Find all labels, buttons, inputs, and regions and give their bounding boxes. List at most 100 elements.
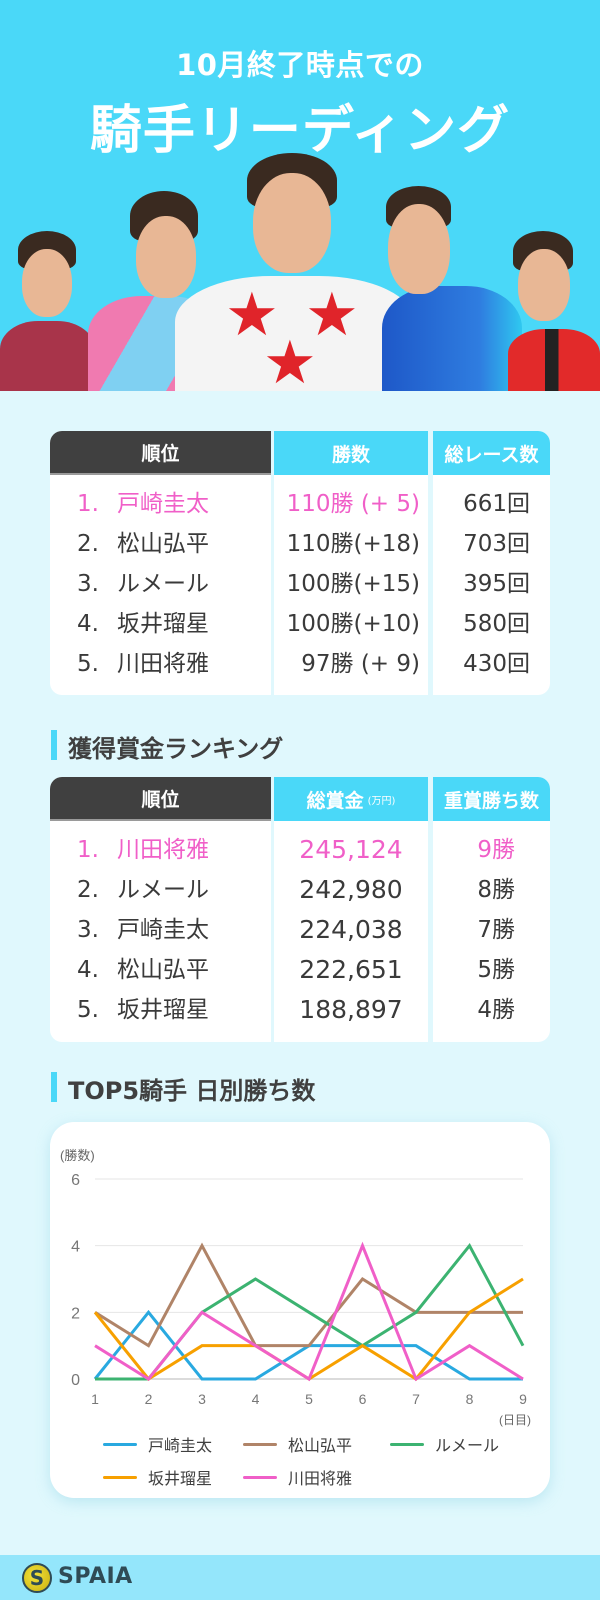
section-accent-bar [51, 730, 57, 760]
x-tick-label: 3 [198, 1391, 206, 1407]
legend-item: ルメール [390, 1432, 499, 1456]
races-cell: 580回 [463, 611, 530, 637]
spaia-logo-icon: S [22, 1563, 52, 1593]
prize-header-label: 総賞金 [306, 789, 364, 812]
x-tick-label: 5 [305, 1391, 313, 1407]
x-tick-label: 4 [252, 1391, 260, 1407]
logo-glyph: S [29, 1566, 45, 1590]
prize-column: 総賞金 (万円) 245,124 242,980 224,038 222,651 … [274, 777, 428, 1042]
grade-wins-cell: 5勝 [477, 957, 515, 983]
prize-section-title: 獲得賞金ランキング [68, 735, 284, 763]
table-row: 4. 松山弘平 [50, 950, 271, 990]
legend-item: 戸崎圭太 [103, 1432, 212, 1456]
chart-card: (勝数) 0 2 4 6 1 2 3 4 5 6 7 8 9 (日目) 戸崎圭太 松山弘平 ルメール坂井瑠星 川田… [50, 1122, 550, 1498]
prize-table: 順位 1. 川田将雅 2. ルメール 3. 戸崎圭太 4. 松山弘平 5. 坂井瑠星 総賞… [50, 777, 550, 1042]
series-line [94, 1241, 524, 1382]
jockey-photo-5 [508, 231, 600, 391]
chart-section-title: TOP5騎手 日別勝ち数 [68, 1077, 316, 1105]
y-axis-label: (勝数) [60, 1148, 95, 1163]
jockey-name: 川田将雅 [117, 837, 209, 863]
x-tick-label: 9 [519, 1391, 527, 1407]
rank-number: 4. [77, 957, 99, 983]
x-tick-label: 8 [466, 1391, 474, 1407]
grade-wins-cell: 7勝 [477, 917, 515, 943]
wins-header: 勝数 [274, 431, 428, 475]
races-cell: 395回 [463, 571, 530, 597]
x-tick-label: 2 [145, 1391, 153, 1407]
grade-wins-cell: 9勝 [477, 837, 515, 863]
hero-subtitle: 10月終了時点での [176, 48, 424, 82]
jockey-name: 戸崎圭太 [117, 917, 209, 943]
y-tick-label: 2 [71, 1305, 80, 1322]
rank-number: 4. [77, 611, 99, 637]
x-tick-label: 1 [91, 1391, 99, 1407]
legend-line-icon [103, 1442, 137, 1446]
races-header: 総レース数 [433, 431, 550, 475]
jockey-name: 松山弘平 [117, 957, 209, 983]
table-row: 2. ルメール [50, 870, 271, 910]
jockey-photo-4 [382, 186, 522, 391]
table-row: 2. 松山弘平 [50, 524, 271, 564]
rank-number: 1. [77, 491, 99, 517]
brand-name: SPAIA [58, 1564, 133, 1589]
jockey-name: 川田将雅 [117, 651, 209, 677]
prize-header: 総賞金 (万円) [274, 777, 428, 821]
rank-number: 5. [77, 651, 99, 677]
legend-item: 川田将雅 [243, 1465, 352, 1489]
jockey-name: 坂井瑠星 [117, 611, 209, 637]
legend-label: 戸崎圭太 [148, 1436, 213, 1455]
legend-label: 坂井瑠星 [148, 1469, 213, 1488]
legend-line-icon [243, 1475, 277, 1479]
legend-line-icon [243, 1442, 277, 1446]
rank-number: 5. [77, 997, 99, 1023]
legend-item: 坂井瑠星 [103, 1465, 212, 1489]
table-row: 5. 坂井瑠星 [50, 990, 271, 1030]
rank-column: 順位 1. 川田将雅 2. ルメール 3. 戸崎圭太 4. 松山弘平 5. 坂井瑠星 [50, 777, 271, 1042]
rank-number: 1. [77, 837, 99, 863]
prize-cell: 222,651 [299, 955, 403, 984]
y-tick-label: 6 [71, 1172, 80, 1189]
jockey-photo-1 [0, 231, 95, 391]
line-chart: (勝数) 0 2 4 6 1 2 3 4 5 6 7 8 9 (日目) [60, 1148, 531, 1427]
jockey-photo-3: ★ ★ ★ [175, 153, 415, 391]
rank-number: 3. [77, 571, 99, 597]
y-tick-label: 4 [71, 1239, 80, 1256]
legend-line-icon [103, 1475, 137, 1479]
grade-wins-cell: 8勝 [477, 877, 515, 903]
prize-unit: (万円) [367, 795, 396, 807]
prize-cell: 245,124 [299, 835, 403, 864]
legend-line-icon [390, 1442, 424, 1446]
races-cell: 661回 [463, 491, 530, 517]
rank-number: 2. [77, 531, 99, 557]
wins-cell: 110勝 (+ 5) [286, 491, 420, 517]
x-tick-label: 6 [359, 1391, 367, 1407]
legend-label: 川田将雅 [288, 1469, 353, 1488]
wins-cell: 97勝 (+ 9) [301, 651, 420, 677]
jockey-name: 戸崎圭太 [117, 491, 209, 517]
grade-wins-header: 重賞勝ち数 [433, 777, 550, 821]
grade-wins-cell: 4勝 [477, 997, 515, 1023]
y-tick-label: 0 [71, 1372, 80, 1389]
legend-label: 松山弘平 [288, 1436, 353, 1455]
jockey-name: ルメール [117, 877, 209, 903]
races-column: 総レース数 661回 703回 395回 580回 430回 [433, 431, 550, 695]
jockey-name: 松山弘平 [117, 531, 209, 557]
prize-cell: 188,897 [299, 995, 403, 1024]
wins-cell: 100勝(+15) [286, 571, 420, 597]
x-axis-label: (日目) [499, 1413, 531, 1427]
legend-label: ルメール [435, 1436, 500, 1455]
wins-column: 勝数 110勝 (+ 5) 110勝(+18) 100勝(+15) 100勝(+… [274, 431, 428, 695]
hero-banner: 10月終了時点での 騎手リーディング ★ ★ ★ [0, 0, 600, 391]
section-accent-bar [51, 1072, 57, 1102]
table-row: 1. 川田将雅 [50, 830, 271, 870]
rank-column: 順位 1. 戸崎圭太 2. 松山弘平 3. ルメール 4. 坂井瑠星 5. 川田将雅 [50, 431, 271, 695]
legend-item: 松山弘平 [243, 1432, 352, 1456]
rank-number: 3. [77, 917, 99, 943]
rank-header: 順位 [50, 777, 271, 821]
jockey-name: 坂井瑠星 [117, 997, 209, 1023]
x-tick-label: 7 [412, 1391, 420, 1407]
series-line [94, 1242, 523, 1348]
wins-cell: 100勝(+10) [286, 611, 420, 637]
footer: S SPAIA [0, 1555, 600, 1600]
prize-cell: 242,980 [299, 875, 403, 904]
